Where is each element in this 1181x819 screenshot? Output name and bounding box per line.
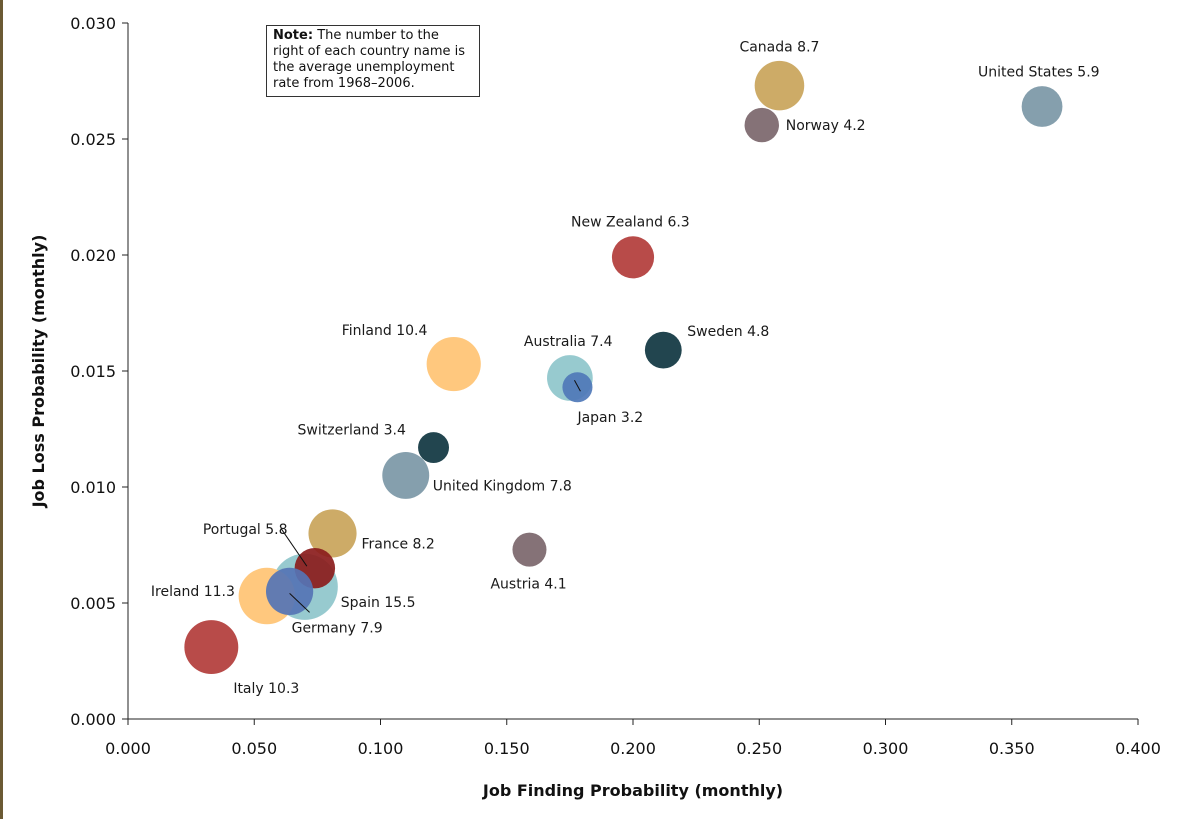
bubble-canada xyxy=(754,60,805,111)
point-label-finland: Finland 10.4 xyxy=(342,323,428,339)
point-label-switzerland: Switzerland 3.4 xyxy=(298,423,406,439)
x-tick-label: 0.100 xyxy=(358,739,404,758)
point-label-canada: Canada 8.7 xyxy=(739,40,819,56)
x-tick-label: 0.050 xyxy=(231,739,277,758)
bubble-united-kingdom xyxy=(382,451,430,499)
point-label-sweden: Sweden 4.8 xyxy=(687,324,769,340)
leader-line-japan xyxy=(574,380,581,392)
x-axis-title: Job Finding Probability (monthly) xyxy=(482,781,783,800)
point-label-spain: Spain 15.5 xyxy=(341,595,416,611)
bubble-italy xyxy=(184,620,239,675)
bubble-switzerland xyxy=(418,432,450,464)
bubble-united-states xyxy=(1021,86,1063,127)
x-tick-label: 0.000 xyxy=(105,739,151,758)
point-label-norway: Norway 4.2 xyxy=(786,118,866,134)
bubbles-group xyxy=(184,60,1063,675)
point-label-italy: Italy 10.3 xyxy=(233,681,299,697)
x-tick-label: 0.400 xyxy=(1115,739,1161,758)
y-tick-label: 0.020 xyxy=(70,246,116,265)
y-tick-label: 0.005 xyxy=(70,594,116,613)
bubble-germany xyxy=(265,567,314,616)
point-label-ireland: Ireland 11.3 xyxy=(151,584,235,600)
y-axis-title: Job Loss Probability (monthly) xyxy=(29,235,48,509)
bubble-finland xyxy=(426,336,481,392)
y-tick-label: 0.025 xyxy=(70,130,116,149)
leader-lines-group xyxy=(280,380,581,613)
x-tick-label: 0.350 xyxy=(989,739,1035,758)
x-tick-label: 0.150 xyxy=(484,739,530,758)
x-tick-label: 0.250 xyxy=(736,739,782,758)
leader-line-portugal xyxy=(280,527,308,567)
bubble-france xyxy=(308,509,357,558)
note-label: Note: xyxy=(273,28,314,43)
point-label-portugal: Portugal 5.8 xyxy=(203,522,288,538)
point-label-france: France 8.2 xyxy=(362,536,435,552)
point-label-austria: Austria 4.1 xyxy=(490,577,566,593)
note-text: The number to the right of each country … xyxy=(273,28,466,91)
y-tick-label: 0.030 xyxy=(70,14,116,33)
y-tick-label: 0.000 xyxy=(70,710,116,729)
point-label-new-zealand: New Zealand 6.3 xyxy=(571,214,690,230)
point-label-united-kingdom: United Kingdom 7.8 xyxy=(433,478,572,494)
bubble-norway xyxy=(744,107,779,143)
point-label-australia: Australia 7.4 xyxy=(524,334,613,350)
y-tick-label: 0.010 xyxy=(70,478,116,497)
leader-line-germany xyxy=(289,593,310,613)
point-label-united-states: United States 5.9 xyxy=(978,65,1100,81)
left-border-rule xyxy=(0,0,3,819)
bubble-new-zealand xyxy=(611,236,655,279)
x-tick-label: 0.300 xyxy=(863,739,909,758)
bubble-austria xyxy=(512,532,547,567)
point-label-japan: Japan 3.2 xyxy=(576,410,643,426)
bubble-sweden xyxy=(644,331,682,369)
axes-group: 0.000 0.050 0.100 0.150 0.200 0.250 0.300 0.350… xyxy=(70,14,1161,758)
y-tick-label: 0.015 xyxy=(70,362,116,381)
labels-group: United States 5.9 Canada 8.7 Norway 4.2 New… xyxy=(151,40,1100,697)
x-tick-label: 0.200 xyxy=(610,739,656,758)
point-label-germany: Germany 7.9 xyxy=(292,620,383,636)
bubble-japan xyxy=(562,372,593,403)
note-box: Note: The number to the right of each co… xyxy=(266,25,480,97)
